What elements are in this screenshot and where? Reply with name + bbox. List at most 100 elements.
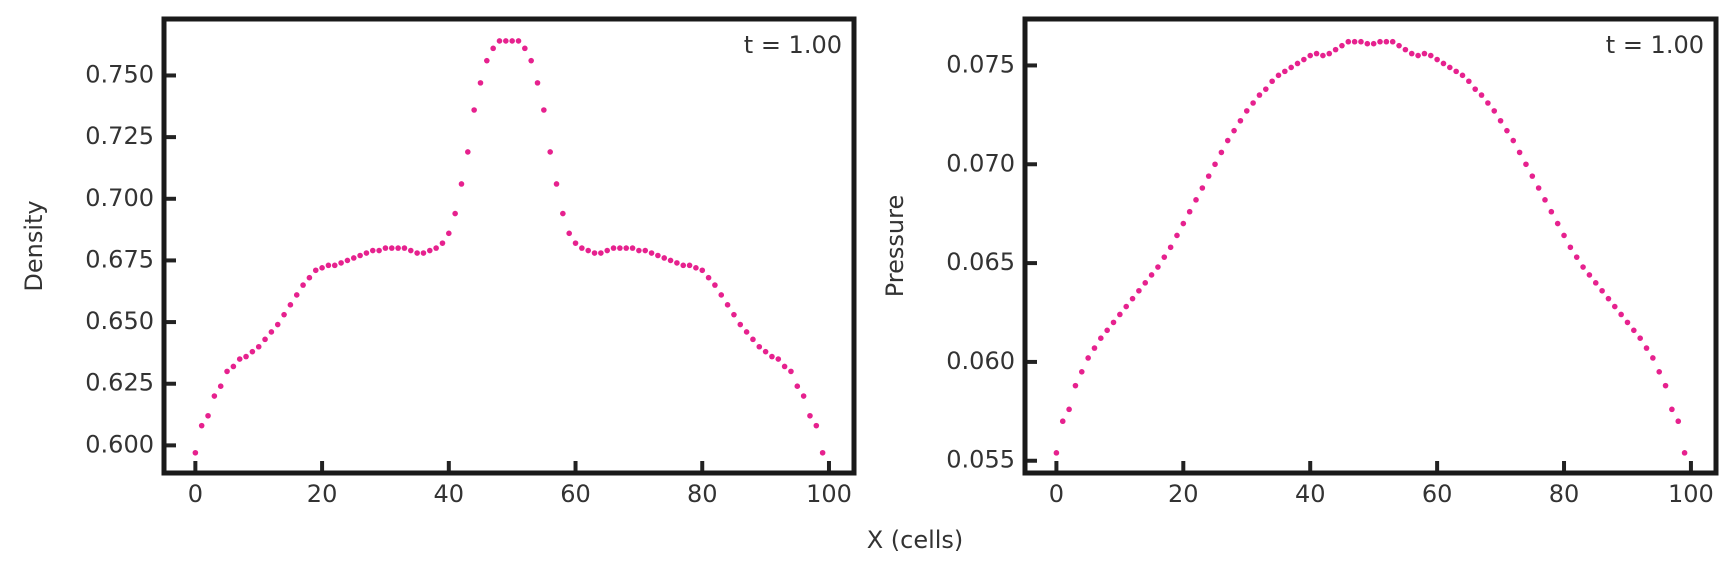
data-point (636, 247, 642, 254)
data-point (807, 412, 813, 419)
data-point (1662, 382, 1669, 389)
data-point (1453, 68, 1459, 75)
data-point (325, 262, 332, 269)
data-point (553, 181, 560, 187)
annotation: t = 1.00 (744, 31, 842, 59)
data-point (1510, 137, 1517, 144)
data-point (1478, 92, 1485, 98)
x-tick-label: 40 (1295, 480, 1326, 508)
y-tick-label: 0.060 (946, 347, 1015, 375)
data-point (610, 245, 617, 251)
data-point (1573, 254, 1580, 260)
data-point (1631, 327, 1637, 334)
y-tick-label: 0.065 (946, 248, 1015, 276)
data-point (591, 250, 598, 256)
data-point (788, 368, 794, 375)
x-tick-label: 80 (687, 480, 718, 508)
data-point (420, 250, 427, 256)
data-point (743, 329, 750, 335)
data-point (585, 247, 592, 254)
data-point (686, 262, 693, 269)
data-point (331, 262, 338, 269)
data-point (566, 230, 572, 237)
data-point (1561, 232, 1567, 239)
data-point (762, 348, 769, 355)
data-point (1599, 287, 1605, 294)
y-tick-label: 0.650 (85, 307, 154, 335)
data-point (1243, 108, 1250, 114)
data-point (1650, 355, 1656, 361)
data-point (1554, 220, 1561, 227)
data-point (382, 245, 389, 251)
data-point (1294, 60, 1301, 67)
data-point (1123, 303, 1130, 310)
data-point (262, 336, 268, 343)
data-point (648, 250, 655, 256)
x-tick-label: 20 (307, 480, 338, 508)
data-point (1605, 295, 1612, 302)
data-point (236, 356, 243, 362)
data-point (1415, 52, 1421, 59)
data-point (547, 149, 553, 155)
data-point (1497, 117, 1504, 124)
data-point (712, 282, 718, 288)
data-point (1205, 173, 1212, 179)
data-point (794, 383, 801, 389)
data-point (1307, 52, 1314, 59)
data-point (306, 274, 313, 281)
data-point (217, 383, 224, 389)
data-point (1078, 369, 1085, 375)
data-point (655, 252, 661, 259)
data-point (693, 265, 699, 271)
data-point (1142, 280, 1149, 286)
data-point (604, 247, 611, 254)
data-point (1186, 208, 1193, 215)
data-point (1669, 406, 1675, 413)
data-point (1320, 52, 1326, 59)
data-point (781, 363, 788, 370)
data-point (1161, 254, 1168, 260)
y-tick-label: 0.625 (85, 369, 154, 397)
data-point (1529, 173, 1536, 179)
data-point (1231, 127, 1237, 134)
data-point (1256, 92, 1263, 98)
data-point (198, 422, 205, 429)
data-point (192, 449, 199, 456)
data-point (1370, 40, 1377, 47)
y-tick-label: 0.600 (85, 430, 154, 458)
data-point (623, 245, 630, 251)
data-point (1180, 220, 1187, 227)
data-point (1440, 60, 1447, 67)
data-point (1199, 185, 1206, 191)
data-point (484, 57, 490, 64)
data-point (477, 80, 484, 86)
data-point (724, 302, 731, 308)
data-point (1332, 46, 1339, 53)
data-point (249, 348, 256, 355)
x-tick-label: 100 (806, 480, 852, 508)
data-point (1535, 185, 1542, 191)
data-point (363, 250, 370, 256)
data-point (1485, 100, 1491, 106)
data-point (274, 321, 281, 328)
data-point (1136, 287, 1142, 294)
x-tick-label: 0 (188, 480, 203, 508)
data-point (1193, 197, 1199, 203)
data-point (1167, 244, 1174, 251)
data-point (1542, 197, 1548, 203)
data-point (534, 80, 541, 86)
data-point (1656, 369, 1663, 375)
data-point (388, 245, 395, 251)
data-point (1288, 64, 1294, 71)
data-point (426, 247, 433, 254)
data-point (1237, 117, 1244, 124)
data-point (281, 311, 287, 318)
y-axis-label: Density (20, 200, 48, 291)
data-point (1301, 56, 1307, 63)
data-point (458, 181, 465, 187)
annotation: t = 1.00 (1606, 31, 1704, 59)
x-tick-label: 20 (1168, 480, 1199, 508)
data-point (1224, 137, 1231, 144)
data-point (1218, 149, 1225, 156)
